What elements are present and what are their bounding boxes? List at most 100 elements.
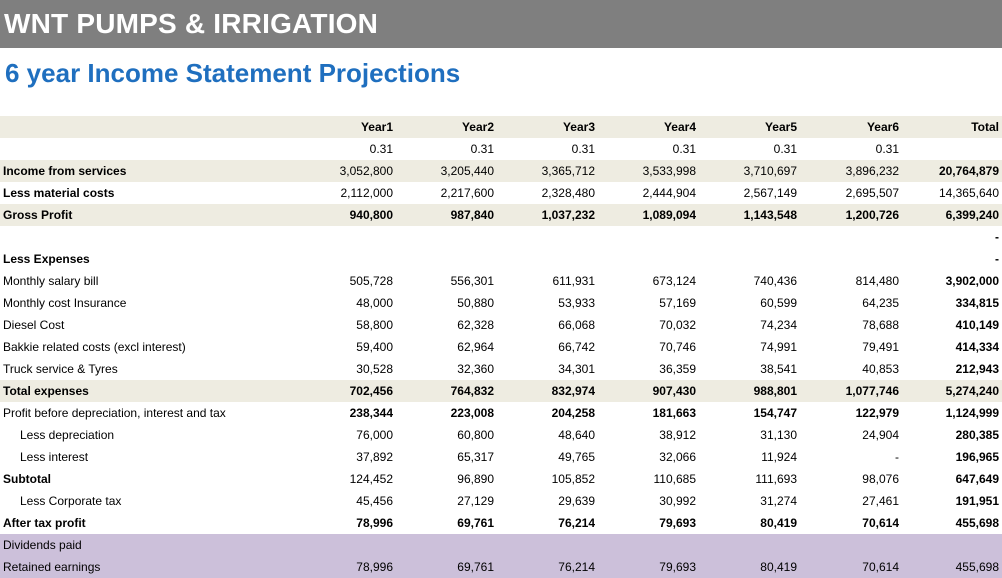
value-cell: 59,400 — [356, 340, 393, 354]
value-cell — [699, 248, 800, 270]
row-salary: Monthly salary bill 505,728 556,301 611,… — [0, 270, 1002, 292]
row-label: Less Corporate tax — [20, 494, 122, 508]
row-label: Truck service & Tyres — [3, 362, 118, 376]
value-cell: 3,205,440 — [396, 160, 497, 182]
row-label: Income from services — [0, 160, 296, 182]
value-cell: 78,996 — [356, 516, 393, 530]
value-cell: 69,761 — [457, 516, 494, 530]
row-income: Income from services 3,052,800 3,205,440… — [0, 160, 1002, 182]
value-cell: 124,452 — [349, 472, 393, 486]
row-after-tax-profit: After tax profit 78,996 69,761 76,214 79… — [0, 512, 1002, 534]
value-cell: 111,693 — [755, 472, 797, 486]
value-cell: 80,419 — [760, 516, 797, 530]
value-cell: 76,214 — [497, 556, 598, 578]
total-cell: - — [995, 252, 999, 266]
value-cell: 78,688 — [862, 318, 899, 332]
value-cell: 11,924 — [761, 450, 797, 464]
value-cell: 832,974 — [497, 380, 598, 402]
total-cell: 14,365,640 — [938, 186, 999, 200]
value-cell: 29,639 — [558, 494, 595, 508]
value-cell: 24,904 — [862, 428, 899, 442]
value-cell: 66,068 — [558, 318, 595, 332]
row-label: Less material costs — [3, 186, 115, 200]
value-cell: 70,614 — [800, 556, 902, 578]
row-expenses-heading: Less Expenses - — [0, 248, 1002, 270]
total-cell: 3,902,000 — [945, 274, 999, 288]
growth-cell: 0.31 — [369, 142, 393, 156]
row-label: Profit before depreciation, interest and… — [3, 406, 226, 420]
total-cell — [902, 534, 1002, 556]
row-label: Gross Profit — [0, 204, 296, 226]
value-cell: 3,533,998 — [598, 160, 699, 182]
value-cell: 70,614 — [862, 516, 899, 530]
income-statement-table: Year1 Year2 Year3 Year4 Year5 Year6 Tota… — [0, 116, 1002, 578]
year-header: Year2 — [396, 116, 497, 138]
year-header: Year5 — [699, 116, 800, 138]
value-cell: 31,130 — [760, 428, 797, 442]
value-cell: 48,640 — [558, 428, 595, 442]
value-cell: 79,693 — [659, 516, 696, 530]
value-cell: 764,832 — [396, 380, 497, 402]
value-cell: 69,761 — [396, 556, 497, 578]
value-cell: 76,214 — [558, 516, 595, 530]
year-header: Year3 — [497, 116, 598, 138]
value-cell: 53,933 — [558, 296, 595, 310]
value-cell: 987,840 — [396, 204, 497, 226]
total-cell: 6,399,240 — [902, 204, 1002, 226]
row-total-expenses: Total expenses 702,456 764,832 832,974 9… — [0, 380, 1002, 402]
value-cell: 62,964 — [457, 340, 494, 354]
value-cell: 2,328,480 — [541, 186, 595, 200]
value-cell: 154,747 — [753, 406, 797, 420]
value-cell — [497, 248, 598, 270]
total-cell: 410,149 — [955, 318, 999, 332]
value-cell: 556,301 — [450, 274, 494, 288]
value-cell: 79,693 — [598, 556, 699, 578]
total-cell: - — [995, 230, 999, 244]
year-header: Year6 — [800, 116, 902, 138]
value-cell: 32,066 — [659, 450, 696, 464]
value-cell: 58,800 — [356, 318, 393, 332]
value-cell — [800, 226, 902, 248]
row-interest: Less interest 37,892 65,317 49,765 32,06… — [0, 446, 1002, 468]
value-cell: 702,456 — [296, 380, 396, 402]
value-cell: 98,076 — [862, 472, 899, 486]
row-blank: - — [0, 226, 1002, 248]
row-truck: Truck service & Tyres 30,528 32,360 34,3… — [0, 358, 1002, 380]
value-cell — [598, 534, 699, 556]
page-title: 6 year Income Statement Projections — [5, 58, 461, 88]
value-cell: 3,365,712 — [497, 160, 598, 182]
value-cell: 70,032 — [659, 318, 696, 332]
value-cell: 79,491 — [862, 340, 899, 354]
value-cell: 62,328 — [457, 318, 494, 332]
value-cell: 78,996 — [296, 556, 396, 578]
row-material-costs: Less material costs 2,112,000 2,217,600 … — [0, 182, 1002, 204]
row-label: Total expenses — [0, 380, 296, 402]
total-cell: 1,124,999 — [945, 406, 999, 420]
value-cell: 204,258 — [551, 406, 595, 420]
value-cell — [800, 534, 902, 556]
value-cell: 110,685 — [653, 472, 697, 486]
row-bakkie: Bakkie related costs (excl interest) 59,… — [0, 336, 1002, 358]
row-label: Monthly cost Insurance — [3, 296, 127, 310]
value-cell: 74,991 — [760, 340, 797, 354]
row-insurance: Monthly cost Insurance 48,000 50,880 53,… — [0, 292, 1002, 314]
value-cell: 181,663 — [652, 406, 696, 420]
total-cell: 455,698 — [902, 556, 1002, 578]
value-cell — [598, 226, 699, 248]
value-cell: 3,896,232 — [800, 160, 902, 182]
value-cell: 38,541 — [760, 362, 797, 376]
value-cell: 64,235 — [862, 296, 899, 310]
value-cell: 76,000 — [356, 428, 393, 442]
total-cell: 20,764,879 — [902, 160, 1002, 182]
value-cell — [396, 248, 497, 270]
row-label — [0, 138, 296, 160]
growth-rate-row: 0.31 0.31 0.31 0.31 0.31 0.31 — [0, 138, 1002, 160]
value-cell: 37,892 — [356, 450, 393, 464]
row-dividends: Dividends paid — [0, 534, 1002, 556]
row-label: Retained earnings — [0, 556, 296, 578]
value-cell: 3,052,800 — [296, 160, 396, 182]
value-cell: 223,008 — [450, 406, 494, 420]
value-cell: 940,800 — [296, 204, 396, 226]
value-cell: 27,129 — [457, 494, 494, 508]
growth-cell — [902, 138, 1002, 160]
